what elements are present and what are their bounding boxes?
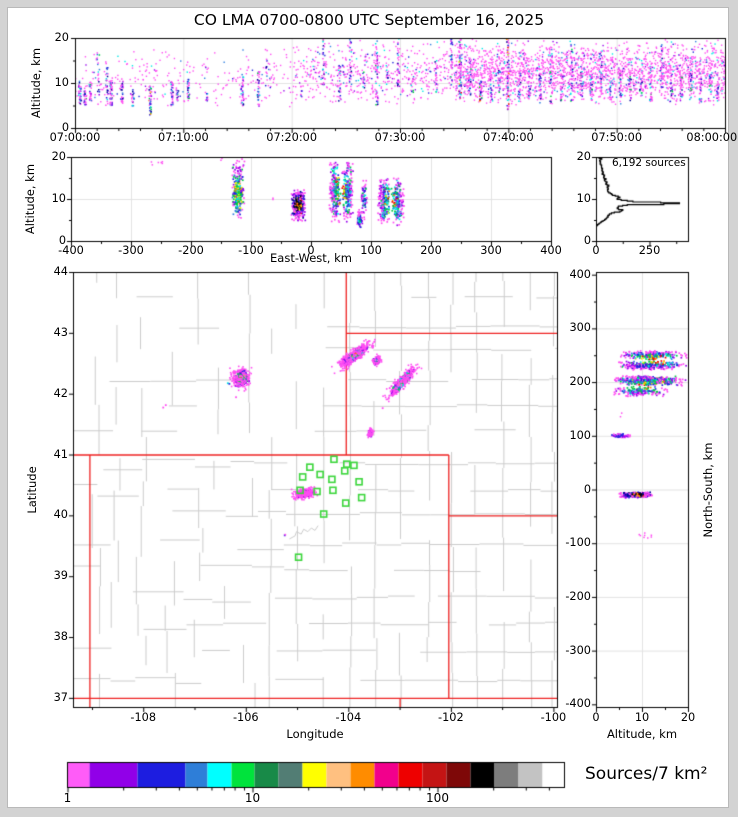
plot-canvas <box>0 0 738 817</box>
lma-figure: CO LMA 0700-0800 UTC September 16, 2025 … <box>0 0 738 817</box>
